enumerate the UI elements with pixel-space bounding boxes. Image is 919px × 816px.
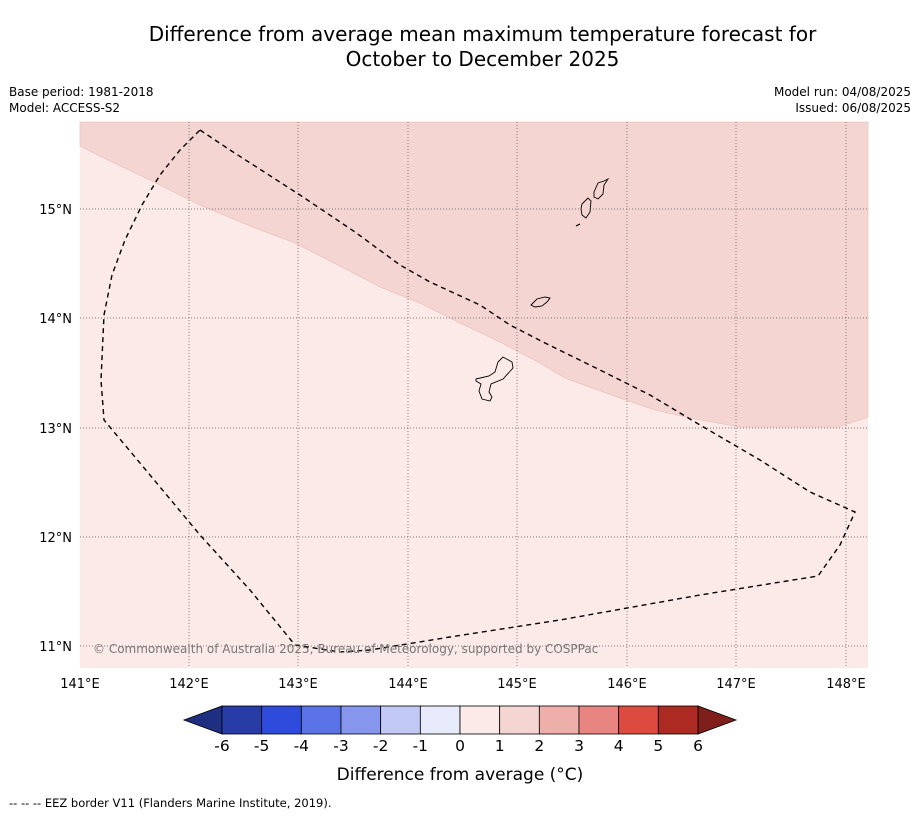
base-period-text: Base period: 1981-2018 [9,85,154,99]
graticule [80,122,868,668]
eez-border [100,129,856,653]
map-title: Difference from average mean maximum tem… [60,22,905,72]
island-saipan [593,177,610,200]
colorbar-tick-label: 5 [653,737,663,755]
colorbar-cell [657,705,699,735]
colorbar-tick-label: 4 [614,737,624,755]
island-rota [530,296,551,308]
lat-label-13: 13°N [39,422,72,437]
island-guam [475,356,514,402]
colorbar-cell [578,705,620,735]
colorbar-cell [300,705,342,735]
lon-label-144: 144°E [388,677,428,692]
colorbar-ticks: -6 -5 -4 -3 -2 -1 0 1 2 3 4 5 6 [214,737,703,755]
colorbar-tick-label: 3 [574,737,584,755]
metadata-left: Base period: 1981-2018 Model: ACCESS-S2 [9,84,154,116]
lon-label-143: 143°E [278,677,318,692]
colorbar: -6 -5 -4 -3 -2 -1 0 1 2 3 4 5 6 Difference from aver… [182,705,738,785]
colorbar-tick-label: -3 [333,737,348,755]
model-text: Model: ACCESS-S2 [9,101,121,115]
lon-label-146: 146°E [607,677,647,692]
colorbar-tick-label: -6 [214,737,229,755]
colorbar-tick-label: 6 [693,737,703,755]
metadata-right: Model run: 04/08/2025 Issued: 06/08/2025 [774,84,911,116]
colorbar-tick-label: 0 [455,737,465,755]
colorbar-cells [221,705,699,735]
colorbar-tick-label: -5 [254,737,269,755]
colorbar-tick-label: -1 [413,737,428,755]
colorbar-cell [419,705,461,735]
colorbar-label: Difference from average (°C) [337,765,584,785]
island-tinian [580,197,592,219]
lat-label-14: 14°N [39,312,72,327]
map-zone-1-2 [79,121,869,428]
lat-label-11: 11°N [39,640,72,655]
longitude-labels: 141°E 142°E 143°E 144°E 145°E 146°E 147°… [60,677,866,692]
issued-text: Issued: 06/08/2025 [795,101,911,115]
colorbar-over-arrow [697,705,738,735]
lat-label-12: 12°N [39,531,72,546]
model-run-text: Model run: 04/08/2025 [773,85,911,99]
colorbar-cell [499,705,540,735]
colorbar-tick-label: -4 [294,737,309,755]
colorbar-cell [618,705,659,735]
colorbar-cell [340,705,382,735]
island-aguijan [575,223,581,227]
latitude-labels: 15°N 14°N 13°N 12°N 11°N [39,203,72,655]
colorbar-tick-label: -2 [373,737,388,755]
lat-label-15: 15°N [39,203,72,218]
colorbar-under-arrow [182,705,223,735]
lon-label-141: 141°E [60,677,100,692]
lon-label-148: 148°E [826,677,866,692]
colorbar-tick-label: 2 [534,737,544,755]
colorbar-cell [380,705,421,735]
colorbar-cell [261,705,302,735]
lon-label-142: 142°E [169,677,209,692]
colorbar-cell [538,705,580,735]
title-line-1: Difference from average mean maximum tem… [148,22,817,46]
colorbar-cell [459,705,501,735]
lon-label-145: 145°E [497,677,537,692]
title-line-2: October to December 2025 [345,47,620,71]
eez-footer-note: -- -- -- EEZ border V11 (Flanders Marine… [9,796,332,810]
colorbar-cell [221,705,263,735]
colorbar-tick-label: 1 [495,737,505,755]
lon-label-147: 147°E [716,677,756,692]
copyright-text: © Commonwealth of Australia 2025, Bureau… [93,642,598,656]
